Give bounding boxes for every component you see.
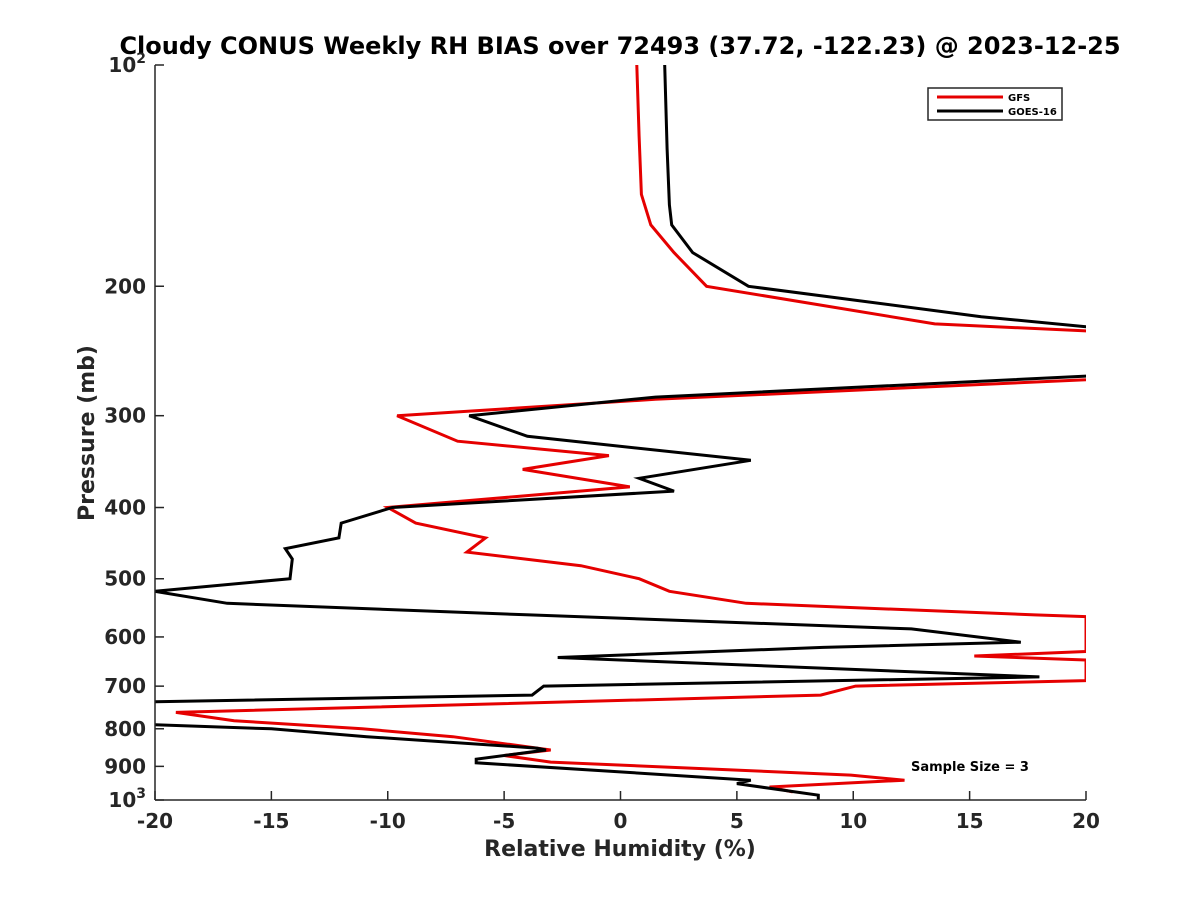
series-line-goes16	[155, 65, 1086, 800]
y-tick-label: 900	[104, 754, 146, 778]
y-axis-label: Pressure (mb)	[75, 345, 100, 521]
y-tick-label: 200	[104, 274, 146, 298]
series-line-gfs	[175, 65, 1086, 794]
x-tick-label: -20	[137, 809, 173, 833]
x-tick-label: -5	[493, 809, 515, 833]
x-tick-label: 10	[839, 809, 867, 833]
x-axis-label: Relative Humidity (%)	[484, 837, 756, 862]
chart-title: Cloudy CONUS Weekly RH BIAS over 72493 (…	[119, 32, 1120, 60]
plot-area-frame	[155, 65, 1086, 800]
legend: GFS GOES-16	[927, 87, 1063, 121]
y-tick-label: 800	[104, 717, 146, 741]
y-tick-label: 600	[104, 625, 146, 649]
legend-label-goes16: GOES-16	[1008, 107, 1057, 118]
y-axis-ticks: 102 200 300 400 500 600 700 800 900 103	[104, 51, 164, 812]
y-tick-label: 400	[104, 496, 146, 520]
x-tick-label: 0	[614, 809, 628, 833]
y-tick-label: 700	[104, 674, 146, 698]
legend-label-gfs: GFS	[1008, 93, 1030, 104]
x-tick-label: 15	[956, 809, 984, 833]
y-tick-label: 500	[104, 567, 146, 591]
legend-box	[927, 87, 1063, 121]
x-tick-label: -10	[370, 809, 406, 833]
x-tick-label: -15	[253, 809, 289, 833]
y-tick-label: 103	[108, 786, 146, 812]
y-tick-label: 300	[104, 404, 146, 428]
x-tick-label: 5	[730, 809, 744, 833]
series-layer	[155, 65, 1086, 800]
y-tick-label: 102	[108, 51, 146, 77]
x-axis-ticks: -20 -15 -10 -5 0 5 10 15 20	[137, 791, 1100, 833]
x-tick-label: 20	[1072, 809, 1100, 833]
sample-size-annotation: Sample Size = 3	[911, 760, 1029, 775]
